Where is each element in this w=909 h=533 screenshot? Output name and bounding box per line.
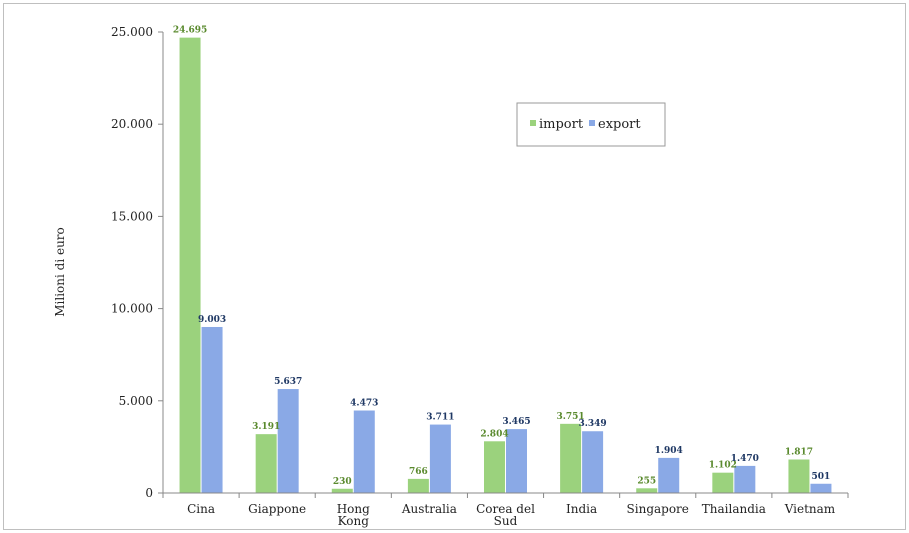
y-tick-label: 0 bbox=[145, 486, 153, 500]
bar-export bbox=[734, 465, 756, 493]
bars bbox=[179, 37, 832, 493]
x-category-label: Thailandia bbox=[702, 502, 766, 516]
x-category-label: Australia bbox=[401, 502, 457, 516]
y-tick-label: 25.000 bbox=[111, 25, 153, 39]
data-label-export: 1.470 bbox=[731, 454, 759, 464]
legend-swatch-export bbox=[589, 120, 595, 126]
x-category-label: Cina bbox=[187, 502, 215, 516]
data-label-import: 230 bbox=[333, 477, 352, 487]
data-label-export: 3.465 bbox=[502, 417, 530, 427]
y-tick-label: 15.000 bbox=[111, 209, 153, 223]
legend: import export bbox=[516, 102, 666, 147]
data-label-export: 3.711 bbox=[426, 413, 454, 423]
y-axis: 0 5.000 10.000 15.000 20.000 25.000 bbox=[111, 25, 164, 500]
data-label-export: 501 bbox=[812, 472, 831, 482]
data-label-import: 3.191 bbox=[252, 422, 280, 432]
bar-import bbox=[484, 441, 505, 493]
data-label-export: 1.904 bbox=[655, 446, 683, 456]
data-label-import: 766 bbox=[409, 467, 428, 477]
data-label-import: 1.817 bbox=[785, 447, 813, 457]
bar-import bbox=[331, 488, 353, 493]
bar-export bbox=[429, 424, 451, 493]
bar-import bbox=[788, 459, 810, 493]
bar-import bbox=[255, 434, 277, 493]
x-category-label: Hong Kong bbox=[337, 502, 370, 528]
bar-import bbox=[560, 423, 582, 493]
data-label-import: 24.695 bbox=[173, 26, 207, 36]
legend-label-import: import bbox=[539, 117, 584, 132]
data-label-import: 255 bbox=[637, 476, 656, 486]
x-category-label: India bbox=[566, 502, 597, 516]
value-labels: 24.695 3.191 230 766 2.804 3.751 255 1.102 1.817… bbox=[173, 26, 831, 487]
bar-export bbox=[810, 483, 832, 493]
y-axis-title: Milioni di euro bbox=[53, 227, 67, 317]
bar-export bbox=[353, 410, 375, 493]
data-label-import: 3.751 bbox=[557, 412, 585, 422]
x-category-label: Vietnam bbox=[784, 502, 836, 516]
y-tick-label: 20.000 bbox=[111, 117, 153, 131]
chart-frame bbox=[3, 3, 906, 530]
legend-label-export: export bbox=[598, 117, 641, 132]
bar-export bbox=[658, 457, 680, 493]
y-tick-label: 10.000 bbox=[111, 302, 153, 316]
bar-export bbox=[277, 389, 299, 493]
bar-import bbox=[712, 472, 734, 493]
data-label-export: 3.349 bbox=[579, 419, 607, 429]
data-label-export: 5.637 bbox=[274, 377, 302, 387]
data-label-import: 1.102 bbox=[709, 461, 737, 471]
legend-swatch-import bbox=[530, 120, 536, 126]
bar-import bbox=[636, 488, 658, 493]
bar-import bbox=[179, 37, 201, 493]
x-category-label: Corea del Sud bbox=[476, 502, 535, 528]
data-label-export: 9.003 bbox=[198, 315, 226, 325]
y-tick-label: 5.000 bbox=[119, 394, 153, 408]
bar-export bbox=[201, 326, 223, 493]
bar-import bbox=[407, 478, 429, 493]
x-category-label: Singapore bbox=[627, 502, 689, 516]
x-category-label: Giappone bbox=[248, 502, 306, 516]
x-axis: Cina Giappone Hong Kong Australia Corea del Su… bbox=[162, 492, 849, 528]
data-label-import: 2.804 bbox=[480, 429, 508, 439]
bar-export bbox=[582, 431, 604, 493]
data-label-export: 4.473 bbox=[350, 399, 378, 409]
bar-export bbox=[506, 429, 527, 493]
